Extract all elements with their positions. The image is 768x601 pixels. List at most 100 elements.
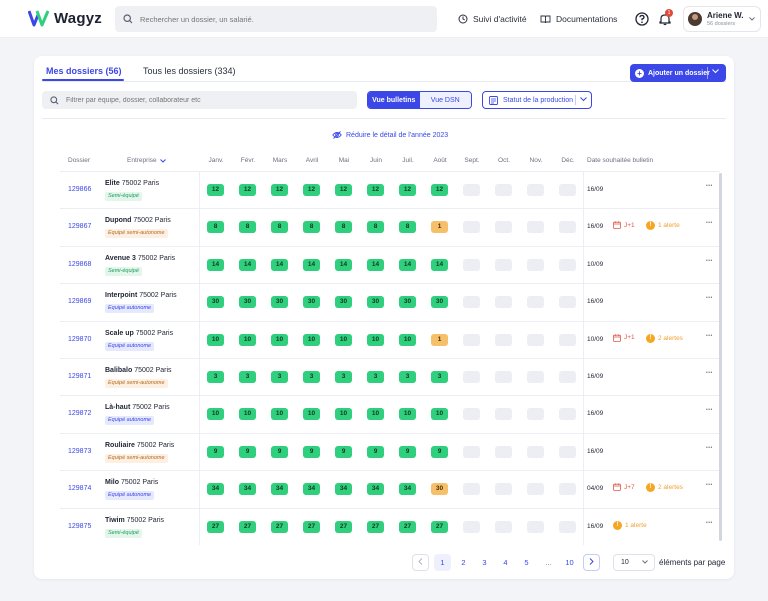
- month-count-pill[interactable]: [559, 483, 576, 496]
- month-count-pill[interactable]: [559, 445, 576, 458]
- status-select[interactable]: Statut de la production: [482, 91, 592, 109]
- page-button[interactable]: 10: [565, 558, 574, 567]
- dossier-number-link[interactable]: 129874: [68, 485, 92, 493]
- month-count-pill[interactable]: [463, 184, 480, 196]
- filter-input[interactable]: [66, 96, 346, 104]
- per-page-select[interactable]: 10: [613, 554, 655, 571]
- more-icon[interactable]: •••: [706, 444, 713, 451]
- month-count-pill[interactable]: 10: [271, 333, 288, 346]
- month-count-pill[interactable]: 30: [431, 483, 448, 496]
- month-count-pill[interactable]: 1: [431, 333, 448, 346]
- table-row[interactable]: 129866 Elite 75002 Paris Semi-équipé 12 12 12…: [60, 171, 720, 208]
- filter-search[interactable]: [42, 91, 357, 109]
- page-button[interactable]: 4: [503, 558, 508, 567]
- month-count-pill[interactable]: 14: [399, 258, 416, 271]
- month-count-pill[interactable]: [463, 520, 480, 533]
- dossier-number-link[interactable]: 129867: [68, 223, 92, 231]
- month-count-pill[interactable]: 34: [239, 483, 256, 496]
- month-count-pill[interactable]: [559, 258, 576, 271]
- month-count-pill[interactable]: [527, 445, 544, 458]
- month-count-pill[interactable]: 12: [367, 184, 384, 196]
- month-count-pill[interactable]: 14: [239, 258, 256, 271]
- help-button[interactable]: [635, 12, 649, 28]
- month-count-pill[interactable]: 34: [303, 483, 320, 496]
- month-count-pill[interactable]: 9: [335, 445, 352, 458]
- tab-tous-les-dossiers[interactable]: Tous les dossiers (334): [143, 66, 236, 76]
- month-count-pill[interactable]: 27: [431, 520, 448, 533]
- month-count-pill[interactable]: 27: [335, 520, 352, 533]
- month-count-pill[interactable]: 8: [367, 221, 384, 234]
- dossier-number-link[interactable]: 129872: [68, 410, 92, 418]
- month-count-pill[interactable]: 8: [271, 221, 288, 234]
- month-count-pill[interactable]: [463, 296, 480, 309]
- month-count-pill[interactable]: [463, 483, 480, 496]
- month-count-pill[interactable]: 10: [431, 408, 448, 421]
- month-count-pill[interactable]: 30: [335, 296, 352, 309]
- month-count-pill[interactable]: 34: [367, 483, 384, 496]
- month-count-pill[interactable]: 10: [207, 333, 224, 346]
- month-count-pill[interactable]: [559, 371, 576, 383]
- table-row[interactable]: 129868 Avenue 3 75002 Paris Semi-équipé 14 1…: [60, 245, 720, 283]
- more-icon[interactable]: •••: [706, 220, 713, 227]
- month-count-pill[interactable]: 27: [367, 520, 384, 533]
- month-count-pill[interactable]: [495, 520, 512, 533]
- month-count-pill[interactable]: [463, 258, 480, 271]
- month-count-pill[interactable]: 10: [207, 408, 224, 421]
- month-count-pill[interactable]: [463, 408, 480, 421]
- global-search[interactable]: [115, 6, 437, 32]
- month-count-pill[interactable]: [495, 296, 512, 309]
- month-count-pill[interactable]: [463, 445, 480, 458]
- reduce-year-toggle[interactable]: Réduire le détail de l'année 2023: [332, 131, 448, 139]
- month-count-pill[interactable]: [559, 408, 576, 421]
- tab-mes-dossiers[interactable]: Mes dossiers (56): [46, 66, 122, 76]
- month-count-pill[interactable]: [527, 371, 544, 383]
- month-count-pill[interactable]: [559, 221, 576, 234]
- alert-indicator[interactable]: ! 1 alerte: [613, 520, 647, 530]
- docs-link[interactable]: Documentations: [540, 14, 617, 24]
- month-count-pill[interactable]: [559, 296, 576, 309]
- global-search-input[interactable]: [140, 14, 420, 24]
- page-button[interactable]: 3: [482, 558, 487, 567]
- next-page-button[interactable]: [583, 554, 600, 571]
- dossier-number-link[interactable]: 129870: [68, 335, 92, 343]
- logo[interactable]: Wagyz: [28, 9, 102, 27]
- month-count-pill[interactable]: [527, 221, 544, 234]
- month-count-pill[interactable]: 9: [271, 445, 288, 458]
- month-count-pill[interactable]: 10: [399, 408, 416, 421]
- dossier-number-link[interactable]: 129869: [68, 298, 92, 306]
- more-icon[interactable]: •••: [706, 519, 713, 526]
- month-count-pill[interactable]: [495, 184, 512, 196]
- table-row[interactable]: 129871 Balibalo 75002 Paris Equipé semi-au…: [60, 358, 720, 395]
- month-count-pill[interactable]: 30: [431, 296, 448, 309]
- month-count-pill[interactable]: 10: [367, 408, 384, 421]
- more-icon[interactable]: •••: [706, 482, 713, 489]
- month-count-pill[interactable]: 3: [367, 371, 384, 383]
- month-count-pill[interactable]: [527, 483, 544, 496]
- month-count-pill[interactable]: [527, 184, 544, 196]
- month-count-pill[interactable]: 10: [399, 333, 416, 346]
- col-dossier[interactable]: Dossier: [68, 157, 91, 164]
- month-count-pill[interactable]: 1: [431, 221, 448, 234]
- month-count-pill[interactable]: 12: [335, 184, 352, 196]
- notifications-button[interactable]: 1: [658, 9, 673, 28]
- month-count-pill[interactable]: 8: [335, 221, 352, 234]
- view-dsn-button[interactable]: Vue DSN: [419, 92, 471, 108]
- month-count-pill[interactable]: 30: [303, 296, 320, 309]
- month-count-pill[interactable]: 8: [239, 221, 256, 234]
- month-count-pill[interactable]: [495, 258, 512, 271]
- table-row[interactable]: 129867 Dupond 75002 Paris Equipé semi-auto…: [60, 208, 720, 245]
- month-count-pill[interactable]: 3: [431, 371, 448, 383]
- month-count-pill[interactable]: 27: [399, 520, 416, 533]
- month-count-pill[interactable]: 34: [335, 483, 352, 496]
- alert-indicator[interactable]: ! 2 alertes: [646, 483, 683, 493]
- month-count-pill[interactable]: 30: [239, 296, 256, 309]
- table-row[interactable]: 129870 Scale up 75002 Paris Equipé autonom…: [60, 320, 720, 358]
- table-row[interactable]: 129873 Rouliaire 75002 Paris Equipé semi-a…: [60, 432, 720, 470]
- month-count-pill[interactable]: 3: [271, 371, 288, 383]
- month-count-pill[interactable]: 14: [335, 258, 352, 271]
- table-row[interactable]: 129872 Là-haut 75002 Paris Equipé autonome…: [60, 395, 720, 432]
- table-row[interactable]: 129875 Tiwim 75002 Paris Semi-équipé 27 27 27…: [60, 507, 720, 545]
- month-count-pill[interactable]: [559, 184, 576, 196]
- month-count-pill[interactable]: 14: [207, 258, 224, 271]
- month-count-pill[interactable]: [495, 221, 512, 234]
